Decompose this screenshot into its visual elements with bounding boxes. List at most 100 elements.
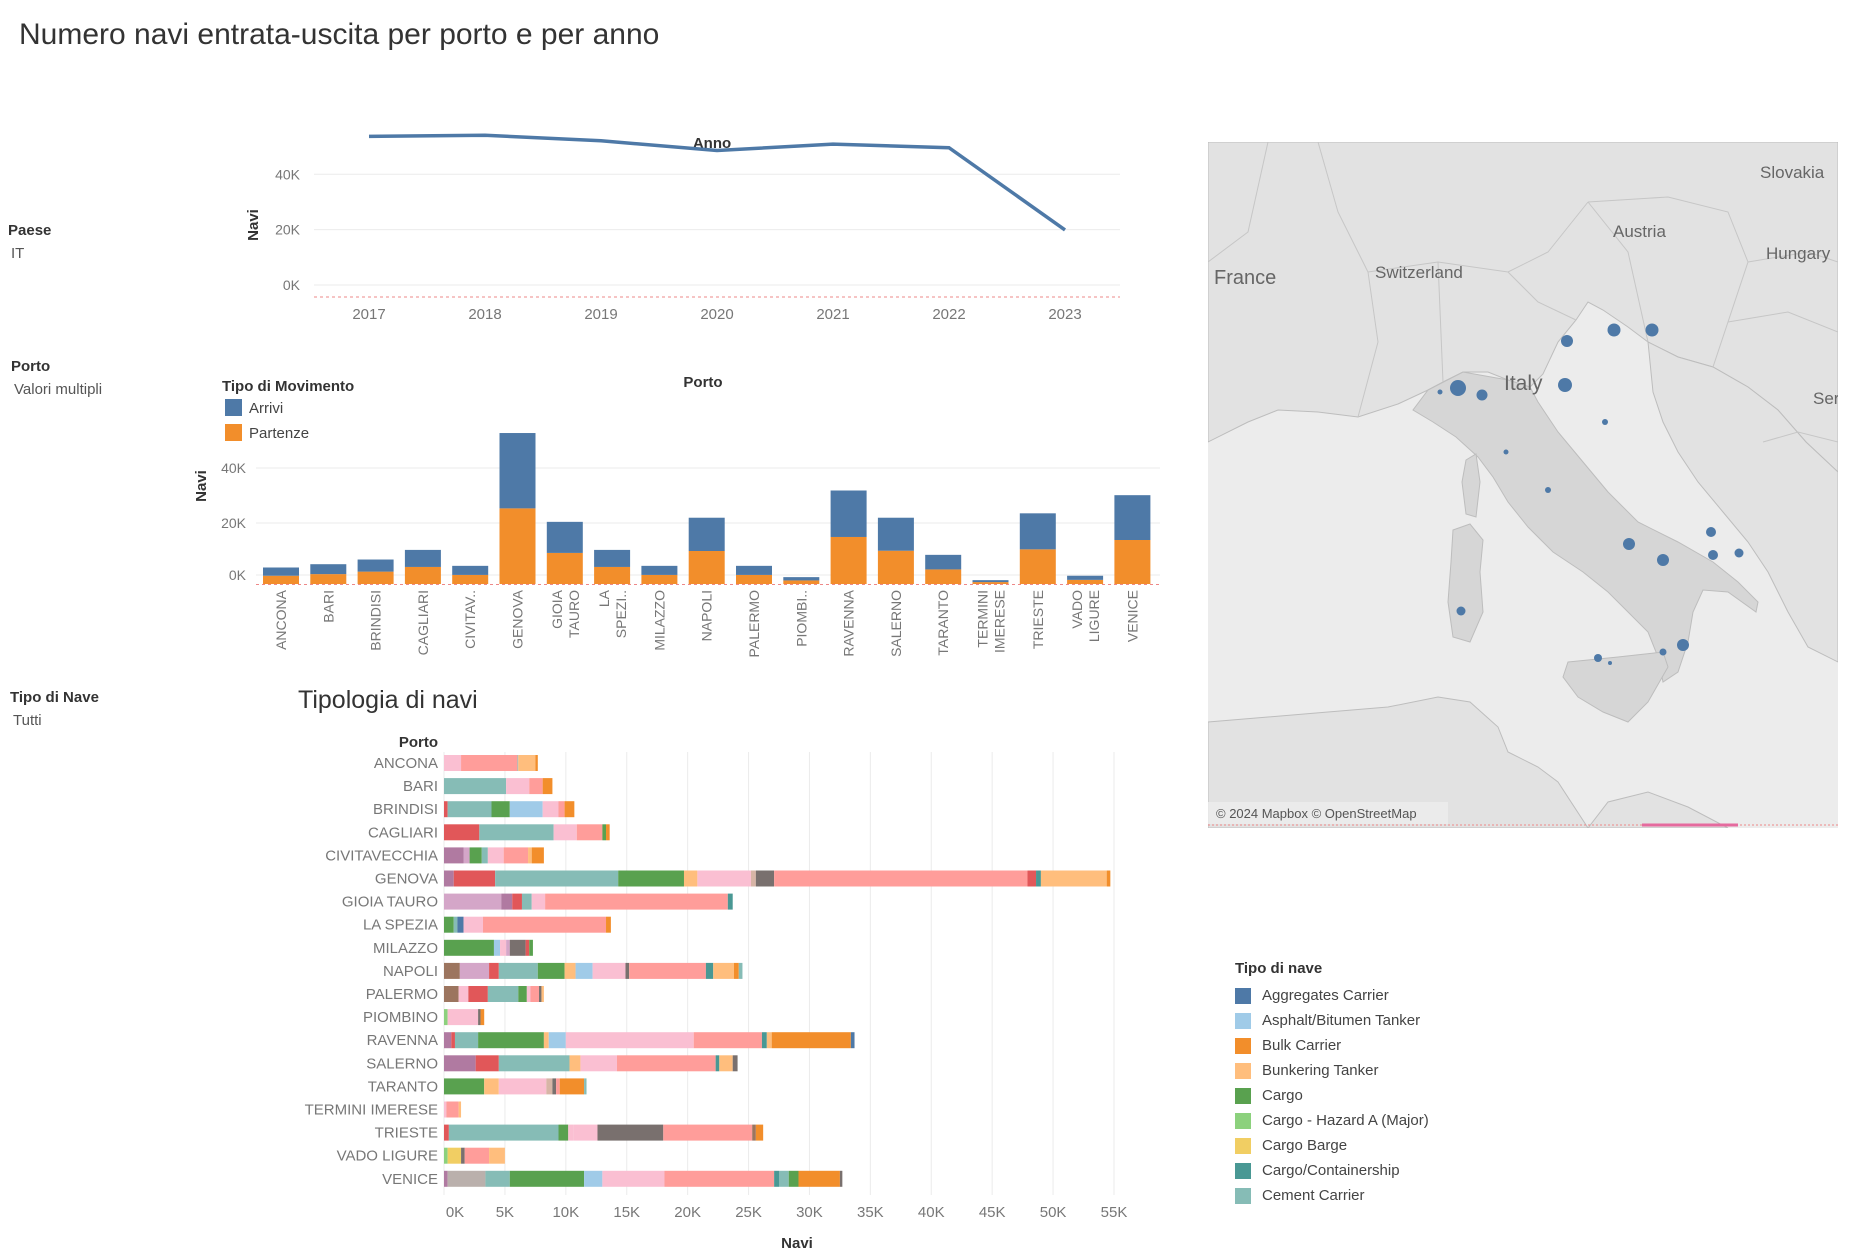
hbar-segment[interactable] [531,893,546,910]
legend-arrivi-swatch[interactable] [225,399,242,416]
bar-arrivi[interactable] [830,490,867,537]
hbar-segment[interactable] [444,939,494,956]
hbar-segment[interactable] [506,939,510,956]
hbar-segment[interactable] [573,1124,598,1141]
hbar-segment[interactable] [564,801,575,818]
hbar-segment[interactable] [761,1032,767,1049]
bar-arrivi[interactable] [1114,495,1151,540]
bar-arrivi[interactable] [925,554,962,570]
hbar-segment[interactable] [448,1124,559,1141]
bar-arrivi[interactable] [1067,575,1104,580]
hbar-segment[interactable] [697,870,751,887]
hbar-segment[interactable] [444,1009,448,1026]
ship-legend-item[interactable]: Cargo/Containership [1235,1158,1429,1183]
map-marker-trieste[interactable] [1645,323,1659,337]
map-marker-ancona-minor[interactable] [1602,419,1608,425]
bar-arrivi[interactable] [783,577,820,581]
hbar-segment[interactable] [779,1170,789,1187]
bar-partenze[interactable] [1114,540,1151,584]
hbar-segment[interactable] [478,1009,481,1026]
hbar-segment[interactable] [568,1124,574,1141]
bar-arrivi[interactable] [594,549,631,567]
hbar-segment[interactable] [705,962,714,979]
hbar-segment[interactable] [444,962,460,979]
hbar-segment[interactable] [559,1078,585,1095]
hbar-segment[interactable] [592,962,626,979]
map-marker-brindisi[interactable] [1734,548,1744,558]
bar-partenze[interactable] [594,566,631,584]
bar-partenze[interactable] [1019,549,1056,584]
hbar-segment[interactable] [580,1055,617,1072]
hbar-segment[interactable] [771,1032,851,1049]
hbar-segment[interactable] [461,1147,465,1164]
hbar-segment[interactable] [774,870,1028,887]
hbar-segment[interactable] [458,1101,462,1118]
hbar-segment[interactable] [451,1032,455,1049]
hbar-segment[interactable] [766,1032,772,1049]
bar-arrivi[interactable] [263,567,299,576]
hbar-segment[interactable] [444,801,448,818]
hbar-segment[interactable] [500,939,507,956]
bar-arrivi[interactable] [688,517,725,551]
hbar-segment[interactable] [556,1078,560,1095]
hbar-segment[interactable] [444,870,454,887]
hbar-segment[interactable] [545,893,728,910]
hbar-segment[interactable] [498,1055,570,1072]
hbar-segment[interactable] [447,801,492,818]
hbar-segment[interactable] [552,1078,557,1095]
hbar-segment[interactable] [444,986,459,1002]
hbar-segment[interactable] [558,1124,569,1141]
map-marker-genova[interactable] [1450,380,1466,396]
hbar-segment[interactable] [444,847,464,864]
hbar-segment[interactable] [498,962,538,979]
hbar-segment[interactable] [481,847,488,864]
hbar-segment[interactable] [487,847,504,864]
hbar-segment[interactable] [1106,870,1111,887]
hbar-segment[interactable] [525,939,530,956]
hbar-segment[interactable] [495,870,619,887]
hbar-segment[interactable] [542,778,553,795]
hbar-segment[interactable] [485,1170,510,1187]
hbar-segment[interactable] [484,1078,499,1095]
hbar-segment[interactable] [444,1101,447,1118]
hbar-segment[interactable] [693,1032,762,1049]
hbar-segment[interactable] [447,1009,479,1026]
hbar-segment[interactable] [447,1170,486,1187]
bar-partenze[interactable] [877,550,914,584]
hbar-segment[interactable] [569,1055,581,1072]
hbar-segment[interactable] [482,916,607,933]
bar-partenze[interactable] [499,508,536,584]
hbar-segment[interactable] [752,1124,756,1141]
hbar-segment[interactable] [463,847,470,864]
hbar-segment[interactable] [541,986,544,1002]
map-marker-termini[interactable] [1608,661,1612,665]
hbar-segment[interactable] [454,1032,479,1049]
hbar-segment[interactable] [584,1078,587,1095]
hbar-segment[interactable] [529,778,543,795]
hbar-segment[interactable] [444,755,462,771]
hbar-segment[interactable] [446,1101,459,1118]
hbar-segment[interactable] [616,1055,716,1072]
hbar-segment[interactable] [774,1170,779,1187]
hbar-segment[interactable] [468,986,488,1002]
hbar-segment[interactable] [528,847,532,864]
map-attribution[interactable]: © 2024 Mapbox © OpenStreetMap [1216,806,1417,821]
map-marker-vado-ligure[interactable] [1437,389,1443,395]
map-marker-milazzo[interactable] [1659,648,1667,656]
bar-partenze[interactable] [452,574,489,584]
hbar-segment[interactable] [463,916,483,933]
hbar-segment[interactable] [531,847,544,864]
hbar-segment[interactable] [602,1170,665,1187]
bar-partenze[interactable] [310,574,347,584]
filter-paese-value[interactable]: IT [11,245,25,262]
hbar-segment[interactable] [537,962,565,979]
map-marker-la-spezia[interactable] [1476,389,1488,401]
bar-partenze[interactable] [1067,579,1104,584]
map-marker-gioia-tauro[interactable] [1677,639,1689,651]
bar-arrivi[interactable] [1019,513,1056,550]
hbar-segment[interactable] [565,1032,694,1049]
bar-partenze[interactable] [688,551,725,584]
hbar-segment[interactable] [478,1032,544,1049]
hbar-segment[interactable] [459,962,490,979]
hbar-segment[interactable] [1027,870,1037,887]
